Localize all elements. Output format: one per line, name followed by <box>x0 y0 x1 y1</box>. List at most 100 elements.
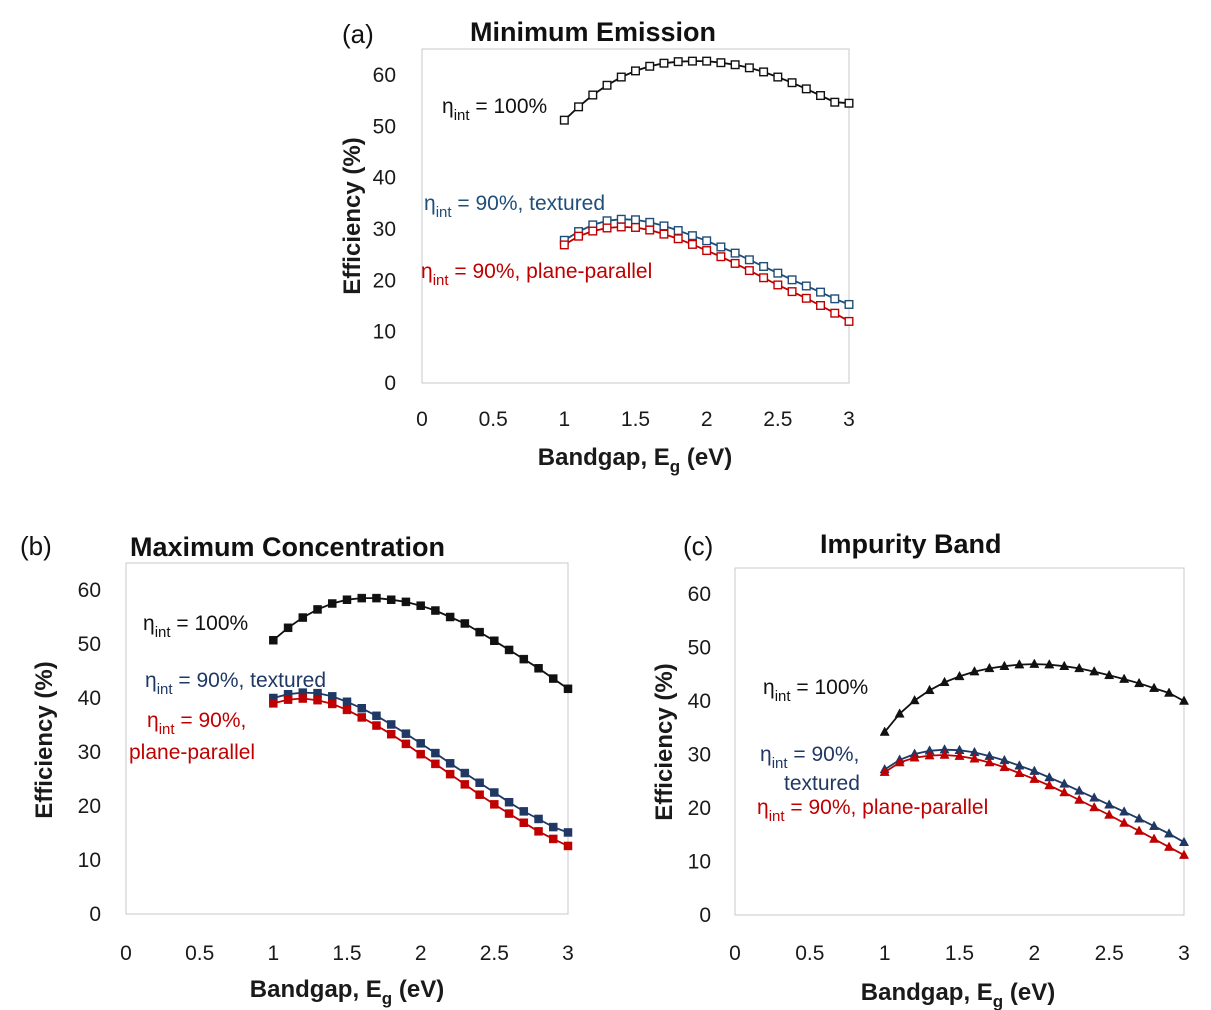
data-point <box>342 705 352 715</box>
y-tick-label: 10 <box>78 849 101 872</box>
data-point <box>269 699 278 708</box>
data-point <box>1149 833 1160 843</box>
data-point <box>357 713 366 722</box>
data-point <box>1149 820 1160 830</box>
series-100 <box>879 658 1190 736</box>
data-point <box>431 748 440 758</box>
data-point <box>1149 682 1160 692</box>
data-point <box>702 236 712 246</box>
data-point <box>830 97 840 107</box>
data-point <box>283 623 293 633</box>
data-point <box>559 240 569 250</box>
x-axis-label-sub: g <box>670 457 680 476</box>
annotation-text: = 90%, plane-parallel <box>785 796 989 819</box>
data-point <box>445 612 455 622</box>
data-point <box>631 222 641 232</box>
x-tick-label: 1.5 <box>945 942 974 965</box>
data-point <box>602 223 612 233</box>
data-point <box>269 635 278 645</box>
data-point <box>773 72 783 82</box>
data-point <box>787 287 797 297</box>
eta-symbol: η <box>421 260 433 283</box>
data-point <box>844 316 854 326</box>
data-point <box>816 300 826 310</box>
data-point <box>1074 785 1085 795</box>
data-point <box>534 814 543 824</box>
data-point <box>313 695 322 705</box>
panel-title: Maximum Concentration <box>130 532 445 562</box>
eta-symbol: η <box>757 796 769 819</box>
data-point <box>969 753 980 763</box>
data-point <box>894 708 905 718</box>
x-tick-label: 3 <box>843 408 855 431</box>
x-axis-label-main: Bandgap, E <box>250 976 382 1003</box>
data-point <box>357 593 366 603</box>
data-point <box>602 216 612 226</box>
x-tick-label: 0.5 <box>185 942 214 965</box>
eta-subscript: int <box>454 107 471 124</box>
data-point <box>716 58 726 68</box>
data-point <box>659 221 669 231</box>
data-point <box>445 759 455 768</box>
data-point <box>687 231 697 241</box>
annotation-text: = 100% <box>791 676 869 699</box>
y-tick-label: 30 <box>373 218 396 241</box>
data-point <box>602 80 612 90</box>
data-point <box>816 287 826 297</box>
data-point <box>563 828 573 837</box>
data-point <box>1089 801 1100 812</box>
series-annotation-2: ηint = 90%, plane-parallel <box>757 796 988 825</box>
data-point <box>588 226 598 236</box>
data-point <box>298 694 308 703</box>
x-tick-label: 2 <box>701 408 713 431</box>
data-point <box>328 699 337 709</box>
data-point <box>574 231 584 241</box>
data-point <box>909 694 920 705</box>
data-point <box>830 294 840 304</box>
data-point <box>431 606 440 615</box>
data-point <box>1074 794 1085 804</box>
data-point <box>431 759 440 769</box>
x-tick-label: 1.5 <box>332 942 361 965</box>
data-point <box>519 807 529 816</box>
data-point <box>616 214 626 224</box>
data-point <box>328 599 337 608</box>
data-point <box>460 619 470 628</box>
panel-label: (a) <box>342 19 374 49</box>
eta-subscript: int <box>436 204 453 221</box>
data-point <box>616 222 626 232</box>
x-tick-label: 1 <box>267 942 279 965</box>
data-point <box>1134 825 1145 835</box>
data-point <box>490 636 499 646</box>
data-point <box>1044 659 1055 669</box>
x-tick-label: 2.5 <box>763 408 792 431</box>
series-annotation-2-line2: plane-parallel <box>129 741 255 764</box>
data-point <box>490 788 499 797</box>
series-annotation-1: ηint = 90%, textured <box>424 192 605 221</box>
data-point <box>909 752 920 762</box>
series-90t <box>269 688 573 837</box>
data-point <box>645 217 655 227</box>
data-point <box>687 56 697 66</box>
panel-label: (c) <box>683 531 713 561</box>
eta-symbol: η <box>442 95 454 118</box>
y-axis-label: Efficiency (%) <box>651 663 678 820</box>
data-point <box>1164 828 1175 838</box>
data-point <box>416 739 425 748</box>
data-point <box>645 61 655 71</box>
x-tick-label: 1 <box>558 408 570 431</box>
data-point <box>1029 773 1040 783</box>
series-annotation-2: ηint = 90%, <box>147 709 246 738</box>
data-point <box>999 761 1010 772</box>
x-tick-label: 2 <box>415 942 427 965</box>
x-tick-label: 1 <box>879 942 891 965</box>
data-point <box>759 261 769 271</box>
data-point <box>954 670 965 681</box>
data-point <box>475 627 484 637</box>
data-point <box>1164 841 1175 851</box>
data-point <box>313 605 322 614</box>
x-axis-label-unit: (eV) <box>1003 979 1055 1006</box>
x-tick-label: 0 <box>729 942 741 965</box>
data-point <box>801 281 811 291</box>
data-point <box>744 63 754 73</box>
